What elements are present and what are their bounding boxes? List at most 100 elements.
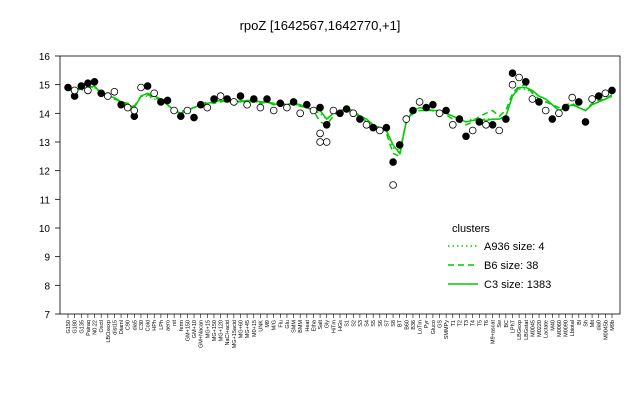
data-point <box>90 78 99 86</box>
x-tick-label: M0220 <box>537 320 543 337</box>
x-tick-label: Diaml <box>119 320 125 334</box>
data-point <box>117 100 125 109</box>
x-tick-label: MG+45 <box>245 320 251 338</box>
data-point <box>97 89 105 98</box>
x-tick-label: Pyr <box>424 320 430 328</box>
x-tick-label: M9 <box>265 320 271 328</box>
data-point <box>289 98 298 106</box>
x-tick-label: Gly <box>325 320 331 329</box>
x-tick-label: BC <box>504 320 510 328</box>
data-point <box>508 69 517 77</box>
x-tick-label: S3 <box>358 320 364 327</box>
data-point <box>462 132 470 141</box>
x-tick-label: nit <box>172 320 178 326</box>
x-tick-label: C90 <box>126 320 132 330</box>
data-point <box>84 79 92 87</box>
x-tick-label: GM+10 <box>192 320 198 338</box>
x-tick-label: M9+ascat <box>491 320 497 344</box>
x-tick-label: G150 <box>66 320 72 333</box>
data-point <box>488 121 497 129</box>
data-point <box>415 98 424 106</box>
x-tick-label: Mit <box>590 320 596 328</box>
x-tick-label: MG+60 <box>238 320 244 338</box>
data-point <box>230 98 238 106</box>
x-tick-label: Sw <box>497 320 503 328</box>
data-point <box>468 126 477 135</box>
series-layer <box>67 83 613 158</box>
x-tick-label: UNK <box>258 320 264 332</box>
data-point <box>196 100 205 109</box>
data-point <box>362 121 371 129</box>
x-tick-label: LPh <box>159 320 165 330</box>
data-point <box>243 100 251 109</box>
x-tick-label: MG+15acid <box>232 320 238 348</box>
data-point <box>250 95 258 103</box>
x-tick-label: NaCl+acid <box>225 320 231 346</box>
x-tick-label: B36 <box>411 320 417 330</box>
data-point <box>223 95 232 103</box>
data-point <box>110 88 119 96</box>
x-tick-label: S5 <box>371 320 377 327</box>
data-point <box>276 99 285 108</box>
x-tick-label: Oxctl <box>99 320 105 333</box>
data-point <box>588 95 596 103</box>
x-tick-label: Gluco <box>431 320 437 334</box>
data-point <box>70 86 79 95</box>
data-point <box>170 106 178 115</box>
y-tick-label: 10 <box>39 224 51 235</box>
x-tick-label: M0045 <box>530 320 536 337</box>
x-tick-label: Lbiotal <box>570 320 576 336</box>
data-point <box>84 86 92 95</box>
x-tick-label: B60 <box>404 320 410 330</box>
data-point <box>322 138 331 146</box>
x-tick-label: ferm <box>179 320 185 331</box>
x-tick-label: dist15 <box>112 320 118 335</box>
y-tick-label: 9 <box>44 253 50 264</box>
data-point <box>302 100 311 109</box>
data-point <box>329 106 338 115</box>
legend-title: clusters <box>452 223 490 235</box>
x-tick-label: HPh <box>152 320 158 331</box>
data-point <box>143 82 152 90</box>
chart-title: rpoZ [1642567,1642770,+1] <box>240 18 401 33</box>
data-point <box>342 105 351 113</box>
data-point <box>349 109 358 118</box>
data-point <box>548 115 557 123</box>
x-tick-label: G180 <box>73 320 79 333</box>
data-point <box>157 98 165 106</box>
y-tick-label: 16 <box>39 52 51 63</box>
data-point <box>535 98 543 106</box>
data-point <box>601 89 610 98</box>
x-tick-label: GM+150 <box>185 320 191 341</box>
data-point <box>395 141 404 149</box>
data-point <box>256 103 265 112</box>
data-point <box>309 106 318 115</box>
data-point <box>316 103 324 112</box>
x-tick-label: S1 <box>345 320 351 327</box>
x-tick-label: N0.22 <box>93 320 99 335</box>
series-line-dashed <box>67 83 613 158</box>
x-tick-label: SMMPy <box>444 320 450 340</box>
x-tick-label: dia0 <box>597 320 603 330</box>
data-point <box>316 138 324 146</box>
data-point <box>422 103 431 112</box>
x-tick-label: M/G <box>272 320 278 330</box>
legend-entry-c3: C3 size: 1383 <box>484 279 551 291</box>
x-tick-label: MG+15 <box>205 320 211 338</box>
data-point <box>594 92 603 100</box>
y-tick-label: 15 <box>39 81 51 92</box>
data-point <box>429 100 437 109</box>
x-tick-label: M40 <box>550 320 556 331</box>
x-tick-label: C30 <box>139 320 145 330</box>
data-point <box>104 92 112 100</box>
x-tick-label: S8 <box>391 320 397 327</box>
data-point <box>190 113 198 122</box>
x-tick-label: S2 <box>351 320 357 327</box>
x-tick-label: T1 <box>451 320 457 326</box>
x-tick-label: LBOxexp <box>106 320 112 343</box>
data-point <box>77 82 86 90</box>
data-point <box>515 73 523 82</box>
y-tick-label: 7 <box>44 310 50 321</box>
x-tick-label: M0+15 <box>252 320 258 337</box>
